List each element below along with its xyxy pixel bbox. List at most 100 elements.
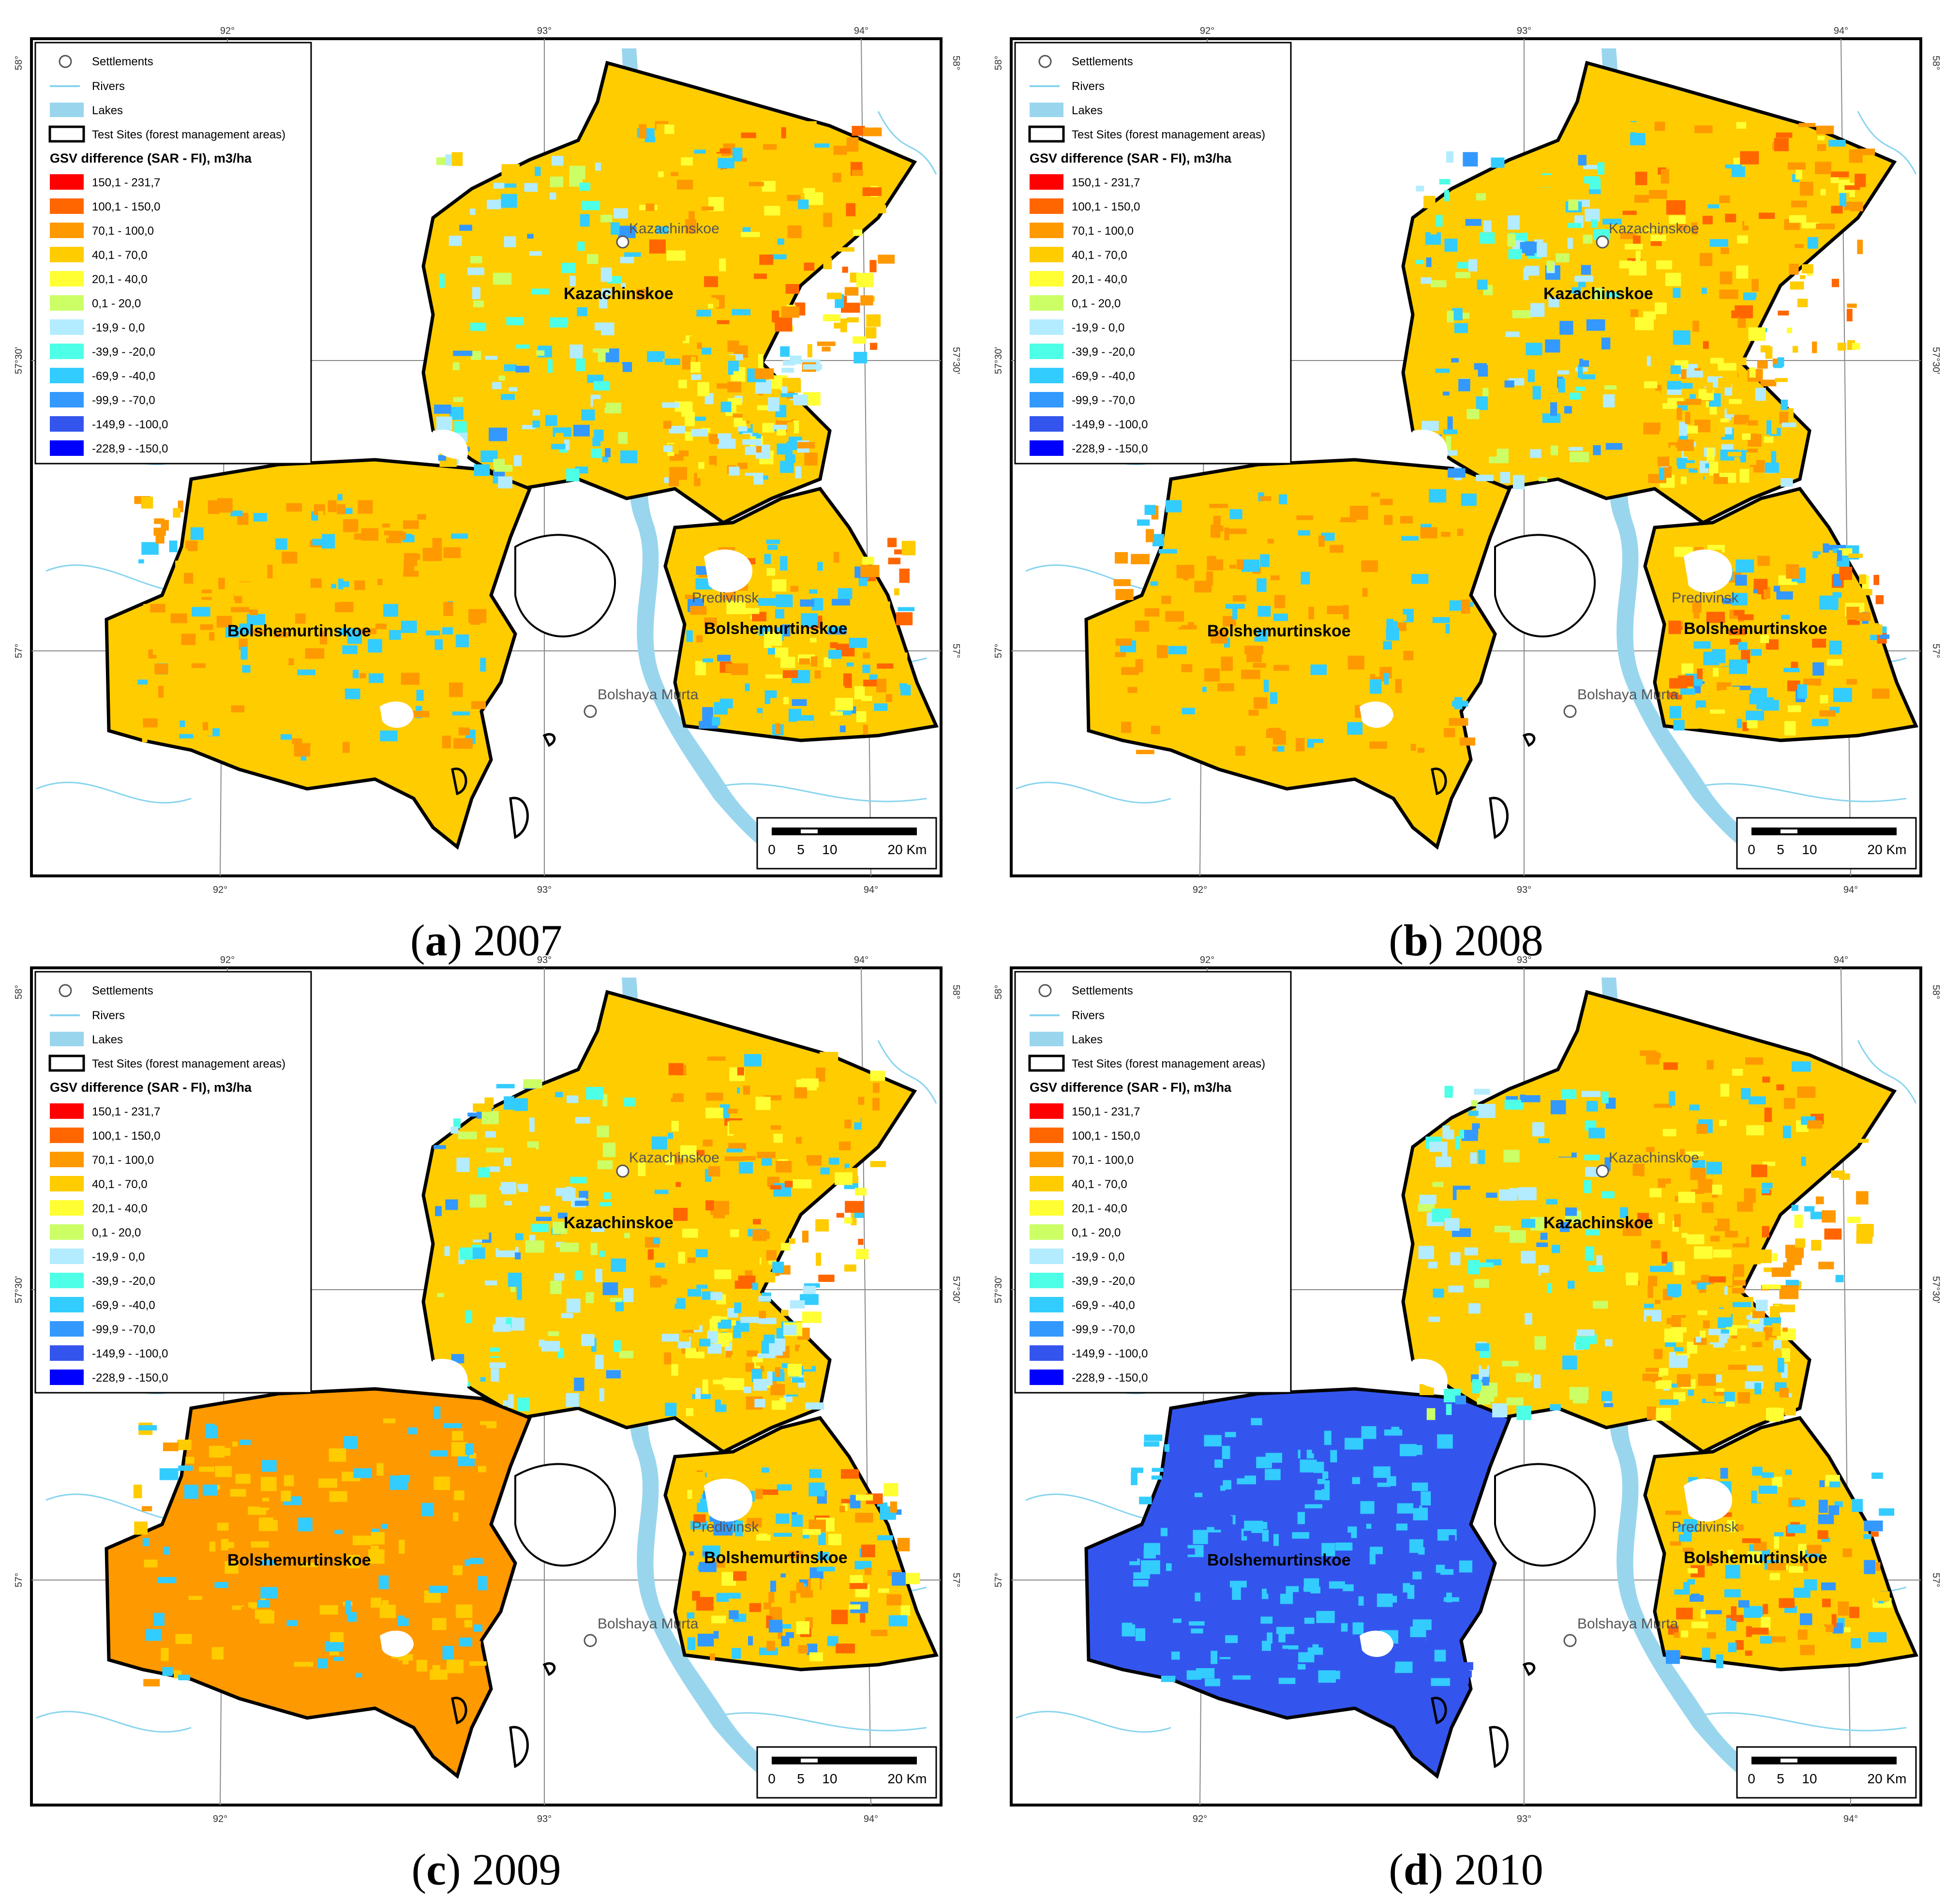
raster-patch <box>1504 1099 1524 1110</box>
raster-patch <box>465 1208 478 1213</box>
legend-class-label: 150,1 - 231,7 <box>92 176 160 189</box>
raster-patch <box>795 1344 800 1352</box>
raster-patch <box>232 1441 238 1447</box>
raster-patch <box>852 170 864 176</box>
lakes <box>1360 1359 1732 1657</box>
raster-patch <box>565 386 584 391</box>
raster-patch <box>669 477 679 486</box>
raster-patch <box>545 415 557 426</box>
raster-patch <box>1779 1388 1789 1398</box>
raster-patch <box>286 1620 298 1626</box>
raster-patch <box>668 1132 673 1139</box>
raster-patch <box>1804 1206 1815 1212</box>
raster-patch <box>1596 1255 1602 1267</box>
legend-class-label: 150,1 - 231,7 <box>1072 1105 1140 1118</box>
raster-patch <box>713 1521 733 1536</box>
raster-patch <box>1601 337 1611 349</box>
raster-patch <box>790 586 799 592</box>
raster-patch <box>753 273 767 279</box>
raster-patch <box>470 1194 486 1208</box>
raster-patch <box>555 1092 563 1098</box>
raster-patch <box>516 344 529 349</box>
raster-patch <box>680 1145 697 1159</box>
raster-patch <box>1632 1163 1645 1177</box>
raster-patch <box>1832 592 1842 598</box>
raster-patch <box>901 541 916 556</box>
raster-patch <box>464 1620 473 1627</box>
raster-patch <box>1367 536 1381 547</box>
raster-patch <box>449 1238 466 1243</box>
raster-patch <box>1736 559 1754 573</box>
raster-patch <box>1780 478 1793 487</box>
legend-rivers: Rivers <box>92 1009 125 1022</box>
raster-patch <box>1859 574 1867 584</box>
raster-patch <box>1217 683 1234 692</box>
raster-patch <box>1739 469 1750 483</box>
raster-patch <box>850 1176 859 1183</box>
raster-patch <box>1737 1201 1753 1212</box>
raster-patch <box>758 1295 771 1302</box>
raster-patch <box>1781 615 1790 619</box>
raster-patch <box>754 1399 765 1408</box>
raster-patch <box>863 127 882 136</box>
raster-patch <box>1279 494 1287 505</box>
raster-patch <box>1872 688 1890 699</box>
raster-patch <box>1659 1368 1669 1376</box>
raster-patch <box>294 1662 314 1667</box>
legend-class-label: -228,9 - -150,0 <box>1072 1371 1148 1385</box>
raster-patch <box>1545 339 1560 353</box>
raster-patch <box>1536 1242 1548 1247</box>
raster-patch <box>371 1545 379 1556</box>
raster-patch <box>1480 1390 1495 1402</box>
raster-patch <box>844 1163 850 1169</box>
raster-patch <box>1698 375 1707 387</box>
raster-patch <box>691 374 701 380</box>
raster-patch <box>1150 581 1158 586</box>
raster-patch <box>817 1566 835 1572</box>
raster-patch <box>671 1093 684 1102</box>
raster-patch <box>453 350 473 356</box>
raster-patch <box>1526 343 1542 356</box>
raster-patch <box>1457 262 1471 269</box>
raster-patch <box>1719 1333 1730 1343</box>
raster-patch <box>851 1212 857 1225</box>
legend: Settlements Rivers Lakes Test Sites (for… <box>34 42 312 465</box>
raster-patch <box>1823 543 1829 553</box>
raster-patch <box>178 500 183 512</box>
raster-patch <box>832 599 851 606</box>
raster-patch <box>864 1113 881 1123</box>
raster-patch <box>1786 1251 1802 1265</box>
raster-patch <box>780 346 790 357</box>
raster-patch <box>1317 575 1335 589</box>
raster-patch <box>492 382 502 390</box>
raster-patch <box>1783 1126 1791 1138</box>
raster-patch <box>603 1192 611 1200</box>
raster-patch <box>1844 185 1860 190</box>
raster-patch <box>1216 1420 1229 1428</box>
raster-patch <box>1412 1619 1432 1632</box>
raster-patch <box>1577 1329 1595 1336</box>
raster-patch <box>1700 1609 1706 1619</box>
raster-patch <box>281 1490 291 1502</box>
raster-patch <box>780 400 795 405</box>
raster-patch <box>1376 1594 1393 1607</box>
raster-patch <box>1791 200 1807 208</box>
raster-patch <box>1564 406 1572 414</box>
raster-patch <box>443 1423 462 1429</box>
raster-patch <box>1316 1611 1335 1623</box>
lake-symbol-icon <box>50 1032 84 1046</box>
legend-swatch <box>1030 1103 1063 1119</box>
raster-patch <box>599 1388 604 1401</box>
raster-patch <box>780 1573 786 1578</box>
raster-patch <box>849 1604 861 1610</box>
legend-class-label: -149,9 - -100,0 <box>92 418 168 431</box>
raster-patch <box>1818 1514 1834 1524</box>
raster-patch <box>1767 1563 1786 1570</box>
raster-patch <box>199 1466 215 1472</box>
raster-patch <box>1667 692 1678 698</box>
raster-patch <box>769 1620 783 1633</box>
raster-patch <box>154 1584 174 1589</box>
raster-patch <box>844 1119 852 1129</box>
raster-patch <box>1571 287 1581 294</box>
raster-patch <box>777 238 784 245</box>
